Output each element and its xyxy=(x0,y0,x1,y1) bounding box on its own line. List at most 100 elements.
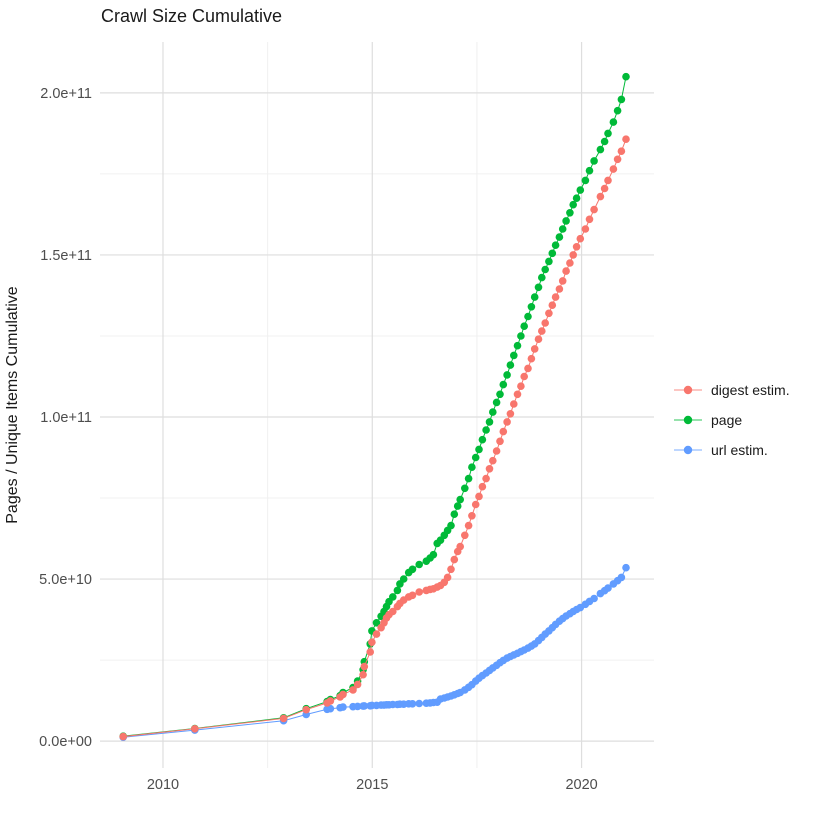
data-point xyxy=(415,699,424,708)
data-point xyxy=(585,166,594,175)
data-point xyxy=(572,194,581,202)
data-point xyxy=(461,484,469,493)
data-point xyxy=(482,426,490,434)
data-point xyxy=(538,327,546,335)
y-tick-label: 1.5e+11 xyxy=(40,248,92,264)
data-point xyxy=(617,573,626,582)
data-point xyxy=(353,680,362,689)
data-point xyxy=(461,531,469,540)
data-point xyxy=(453,502,462,510)
data-point xyxy=(524,312,532,321)
data-point xyxy=(408,591,417,600)
data-point xyxy=(524,364,532,373)
data-point xyxy=(566,209,574,217)
data-point xyxy=(389,607,397,616)
data-point xyxy=(408,565,417,574)
data-point xyxy=(520,372,528,381)
data-point xyxy=(443,573,452,582)
data-point xyxy=(360,702,369,710)
data-point xyxy=(326,704,335,713)
data-point xyxy=(541,319,549,327)
data-point xyxy=(517,382,525,391)
y-tick-label: 2.0e+11 xyxy=(40,86,92,102)
legend-label: page xyxy=(711,412,743,428)
data-point xyxy=(569,251,577,259)
data-point xyxy=(506,410,515,418)
x-tick-label: 2015 xyxy=(356,777,388,793)
series-line xyxy=(123,139,627,738)
data-point xyxy=(596,192,605,201)
data-point xyxy=(471,500,480,509)
data-point xyxy=(541,265,549,274)
data-point xyxy=(510,400,518,408)
data-point xyxy=(415,560,424,569)
data-point xyxy=(604,584,612,592)
data-point xyxy=(489,456,497,465)
data-point xyxy=(609,165,618,173)
data-point xyxy=(468,463,476,472)
data-point xyxy=(555,285,564,293)
data-point xyxy=(510,351,518,360)
data-point xyxy=(415,588,424,596)
legend-item-digest: digest estim. xyxy=(674,380,790,400)
data-point xyxy=(569,200,577,209)
data-point xyxy=(489,408,497,416)
data-point xyxy=(429,550,438,559)
data-point xyxy=(527,303,536,311)
data-point xyxy=(503,371,511,379)
y-tick-label: 5.0e+10 xyxy=(39,572,92,588)
data-point xyxy=(456,495,465,504)
data-point xyxy=(551,241,560,249)
legend-item-page: page xyxy=(674,410,790,430)
data-point xyxy=(447,521,455,530)
data-point xyxy=(359,670,367,679)
series-line xyxy=(123,567,627,738)
data-point xyxy=(530,345,539,353)
data-point xyxy=(496,390,504,399)
data-point xyxy=(456,542,465,551)
data-point xyxy=(492,398,501,407)
data-point xyxy=(538,273,546,282)
data-point xyxy=(353,702,362,711)
data-point xyxy=(478,435,487,444)
data-point xyxy=(600,184,609,193)
legend: digest estim. page url estim. xyxy=(674,380,790,460)
data-point xyxy=(389,593,397,601)
data-point xyxy=(562,217,570,225)
page-series-key-icon xyxy=(674,415,702,425)
data-point xyxy=(302,705,311,714)
data-point xyxy=(590,157,598,165)
data-point xyxy=(360,662,369,671)
data-point xyxy=(590,594,598,603)
data-point xyxy=(520,322,528,331)
data-point xyxy=(393,586,402,595)
data-point xyxy=(572,243,581,251)
data-point xyxy=(485,418,494,426)
data-point xyxy=(119,732,127,741)
data-point xyxy=(368,638,376,646)
data-point xyxy=(585,215,594,224)
data-point xyxy=(581,225,590,233)
data-point xyxy=(581,176,590,185)
data-point xyxy=(613,106,622,115)
data-point xyxy=(450,510,459,518)
data-point xyxy=(590,205,598,214)
data-point xyxy=(576,186,585,194)
digest-series-key-icon xyxy=(674,385,702,395)
data-point xyxy=(566,259,574,267)
data-point xyxy=(408,700,417,708)
data-point xyxy=(551,293,560,301)
data-point xyxy=(503,418,511,426)
data-point xyxy=(545,257,553,266)
data-point xyxy=(617,147,626,155)
data-point xyxy=(517,332,525,340)
data-point xyxy=(600,137,609,146)
data-point xyxy=(339,690,347,699)
data-point xyxy=(513,390,522,399)
data-point xyxy=(499,380,508,389)
data-point xyxy=(339,703,347,711)
data-point xyxy=(576,234,585,243)
data-point xyxy=(617,95,626,104)
data-point xyxy=(471,453,480,462)
data-point xyxy=(279,714,288,723)
